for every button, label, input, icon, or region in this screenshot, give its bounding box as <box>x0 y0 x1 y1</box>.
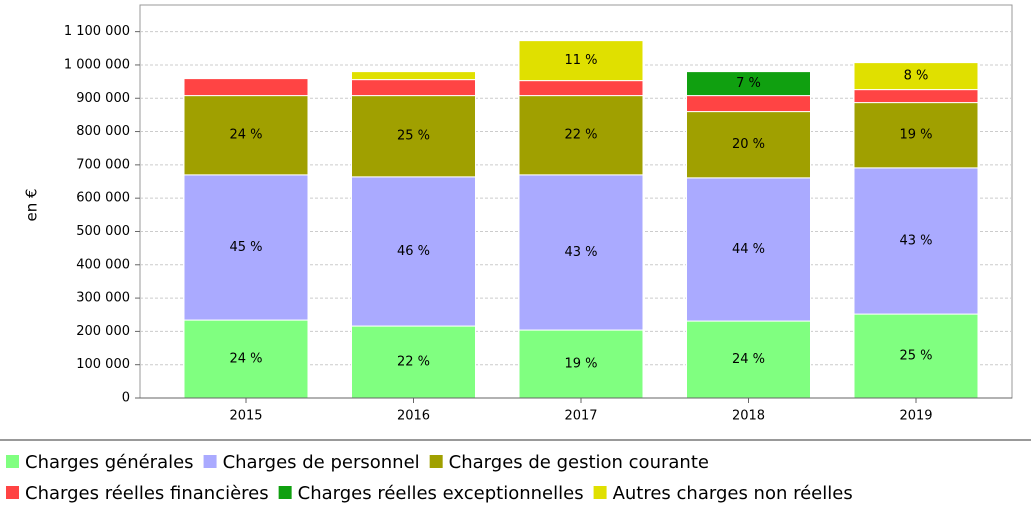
y-tick-label: 0 <box>122 391 130 406</box>
x-tick-label: 2019 <box>899 409 932 424</box>
y-tick-label: 200 000 <box>76 324 130 339</box>
segment-label: 45 % <box>229 240 262 255</box>
y-tick-label: 1 000 000 <box>64 57 130 72</box>
segment-label: 46 % <box>397 244 430 259</box>
y-tick-label: 600 000 <box>76 191 130 206</box>
legend-swatch <box>429 455 443 468</box>
legend-swatch <box>278 486 292 499</box>
segment-label: 11 % <box>564 53 597 68</box>
y-tick-label: 500 000 <box>76 224 130 239</box>
bar-segment <box>518 80 644 97</box>
segment-label: 24 % <box>732 352 765 367</box>
bar-segment <box>853 313 979 399</box>
y-tick-label: 300 000 <box>76 291 130 306</box>
bar-segment <box>686 71 811 97</box>
segment-label: 22 % <box>397 355 430 370</box>
segment-label: 22 % <box>564 128 597 143</box>
y-tick-label: 900 000 <box>76 91 130 106</box>
legend-label: Charges de gestion courante <box>449 452 709 473</box>
bar-segment <box>351 79 476 97</box>
legend-swatch <box>203 455 217 468</box>
y-tick-label: 800 000 <box>76 124 130 139</box>
legend-label: Charges générales <box>25 452 194 473</box>
segment-label: 43 % <box>899 233 932 248</box>
x-tick-label: 2018 <box>732 409 765 424</box>
bar-segment <box>351 176 476 327</box>
y-tick-label: 1 100 000 <box>64 24 130 39</box>
segment-label: 7 % <box>736 76 761 91</box>
legend-label: Charges de personnel <box>223 452 420 473</box>
bar-segment <box>518 40 644 82</box>
bar-segment <box>518 95 644 176</box>
bar-segment <box>351 95 476 178</box>
bar-segment <box>518 174 644 331</box>
bar-segment <box>686 95 811 113</box>
segment-label: 8 % <box>904 69 929 84</box>
bar-segment <box>853 89 979 104</box>
segment-label: 19 % <box>899 128 932 143</box>
legend-swatch <box>6 486 19 499</box>
y-axis-label: en € <box>23 188 41 221</box>
segment-label: 44 % <box>732 242 765 257</box>
segment-label: 25 % <box>397 129 430 144</box>
segment-label: 24 % <box>229 128 262 143</box>
x-tick-label: 2017 <box>564 409 597 424</box>
segment-label: 24 % <box>229 352 262 367</box>
segment-label: 20 % <box>732 137 765 152</box>
bar-segment <box>183 174 309 321</box>
bar-segment <box>853 102 979 169</box>
bar-segment <box>686 177 811 322</box>
legend-label: Autres charges non réelles <box>613 483 853 504</box>
bar-segment <box>853 62 979 91</box>
bar-segment <box>518 329 644 399</box>
legend-label: Charges réelles financières <box>25 483 269 504</box>
bar-segment <box>853 167 979 315</box>
y-tick-label: 700 000 <box>76 157 130 172</box>
segment-label: 25 % <box>899 349 932 364</box>
segment-label: 19 % <box>564 357 597 372</box>
segment-label: 43 % <box>564 245 597 260</box>
bar-segment <box>351 325 476 399</box>
legend-label: Charges réelles exceptionnelles <box>298 483 584 504</box>
x-tick-label: 2016 <box>397 409 430 424</box>
bar-segment <box>686 320 811 399</box>
bar-segment <box>183 78 309 97</box>
x-tick-label: 2015 <box>229 409 262 424</box>
bar-segment <box>183 95 309 176</box>
bar-segment <box>351 71 476 81</box>
y-tick-label: 100 000 <box>76 357 130 372</box>
y-tick-label: 400 000 <box>76 257 130 272</box>
bar-segment <box>686 111 811 179</box>
legend-swatch <box>593 486 607 499</box>
legend-swatch <box>6 455 19 468</box>
